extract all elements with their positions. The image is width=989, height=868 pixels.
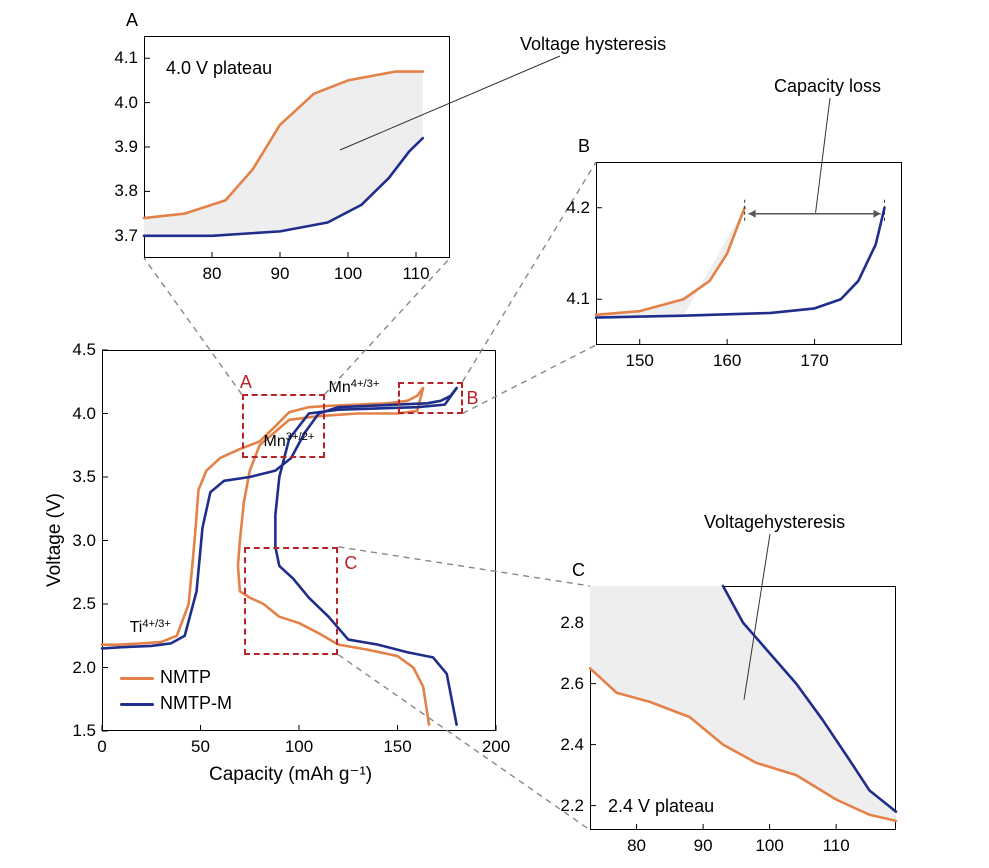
tick-label: 90	[260, 264, 300, 284]
tick-label: 4.5	[52, 340, 96, 360]
tick-label: 100	[279, 737, 319, 757]
tick-label: 4.0	[52, 404, 96, 424]
tick-label: 3.7	[98, 226, 138, 246]
tick-label: 200	[476, 737, 516, 757]
tick-label: 4.0	[98, 93, 138, 113]
tick-label: 80	[192, 264, 232, 284]
tick-label: 110	[816, 836, 856, 856]
tick-label: 150	[620, 351, 660, 371]
tick-label: 4.1	[98, 48, 138, 68]
tick-label: 80	[617, 836, 657, 856]
figure-canvas: Capacity (mAh g⁻¹) Voltage (V) NMTP NMTP…	[0, 0, 989, 868]
tick-label: 100	[328, 264, 368, 284]
tick-label: 2.2	[544, 796, 584, 816]
tick-label: 2.6	[544, 674, 584, 694]
tick-label: 3.5	[52, 467, 96, 487]
tick-label: 170	[795, 351, 835, 371]
tick-label: 4.2	[550, 198, 590, 218]
tick-label: 50	[181, 737, 221, 757]
tick-label: 2.8	[544, 613, 584, 633]
tick-label: 2.5	[52, 594, 96, 614]
tick-label: 150	[378, 737, 418, 757]
tick-label: 2.4	[544, 735, 584, 755]
tick-label: 100	[750, 836, 790, 856]
tick-label: 3.9	[98, 137, 138, 157]
tick-label: 3.0	[52, 531, 96, 551]
tick-label: 160	[707, 351, 747, 371]
tick-label: 1.5	[52, 721, 96, 741]
tick-label: 3.8	[98, 181, 138, 201]
tick-label: 2.0	[52, 658, 96, 678]
tick-label: 110	[396, 264, 436, 284]
tick-label: 90	[683, 836, 723, 856]
tick-label: 4.1	[550, 289, 590, 309]
